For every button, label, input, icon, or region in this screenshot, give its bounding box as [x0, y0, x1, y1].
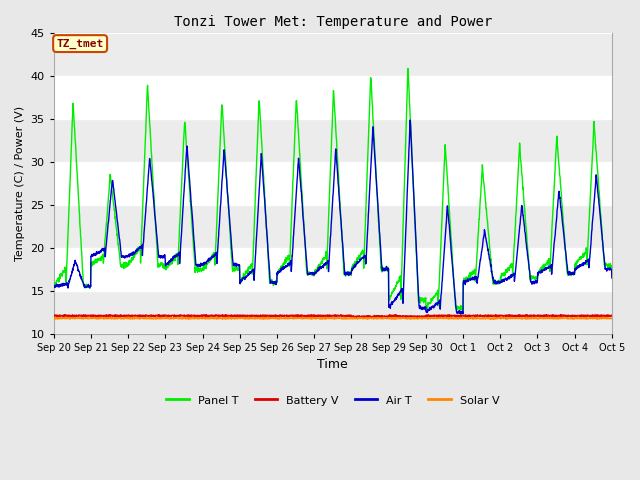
Solar V: [206, 316, 214, 322]
Panel T: [608, 273, 616, 278]
Panel T: [361, 232, 369, 238]
Air T: [608, 275, 616, 281]
Battery V: [495, 312, 503, 318]
Battery V: [575, 313, 582, 319]
Air T: [575, 264, 582, 270]
Panel T: [459, 308, 467, 314]
Battery V: [391, 312, 399, 318]
Air T: [50, 284, 58, 290]
Y-axis label: Temperature (C) / Power (V): Temperature (C) / Power (V): [15, 106, 25, 261]
Solar V: [221, 316, 229, 322]
Solar V: [495, 315, 503, 321]
Solar V: [362, 316, 369, 322]
Air T: [406, 117, 414, 123]
Panel T: [50, 281, 58, 287]
Battery V: [608, 312, 616, 318]
Solar V: [50, 315, 58, 321]
Battery V: [50, 312, 58, 318]
Solar V: [349, 315, 357, 321]
Bar: [54, 119, 612, 162]
Panel T: [205, 258, 213, 264]
Line: Panel T: Panel T: [54, 69, 612, 311]
Battery V: [361, 314, 369, 320]
Battery V: [349, 313, 356, 319]
Air T: [495, 280, 503, 286]
Line: Solar V: Solar V: [54, 317, 612, 319]
Air T: [457, 311, 465, 317]
Panel T: [404, 66, 412, 72]
Panel T: [575, 257, 582, 263]
X-axis label: Time: Time: [317, 359, 348, 372]
Bar: [54, 291, 612, 334]
Panel T: [559, 214, 567, 219]
Solar V: [608, 315, 616, 321]
Panel T: [349, 264, 356, 270]
Solar V: [575, 315, 582, 321]
Line: Battery V: Battery V: [54, 315, 612, 318]
Air T: [349, 266, 356, 272]
Title: Tonzi Tower Met: Temperature and Power: Tonzi Tower Met: Temperature and Power: [173, 15, 492, 29]
Air T: [559, 225, 567, 230]
Solar V: [559, 316, 567, 322]
Battery V: [559, 312, 567, 318]
Text: TZ_tmet: TZ_tmet: [56, 38, 104, 48]
Panel T: [495, 280, 503, 286]
Bar: [54, 205, 612, 248]
Bar: [54, 33, 612, 76]
Solar V: [183, 314, 191, 320]
Battery V: [205, 313, 213, 319]
Air T: [205, 257, 213, 263]
Legend: Panel T, Battery V, Air T, Solar V: Panel T, Battery V, Air T, Solar V: [162, 390, 504, 410]
Line: Air T: Air T: [54, 120, 612, 314]
Air T: [361, 253, 369, 259]
Battery V: [412, 315, 419, 321]
